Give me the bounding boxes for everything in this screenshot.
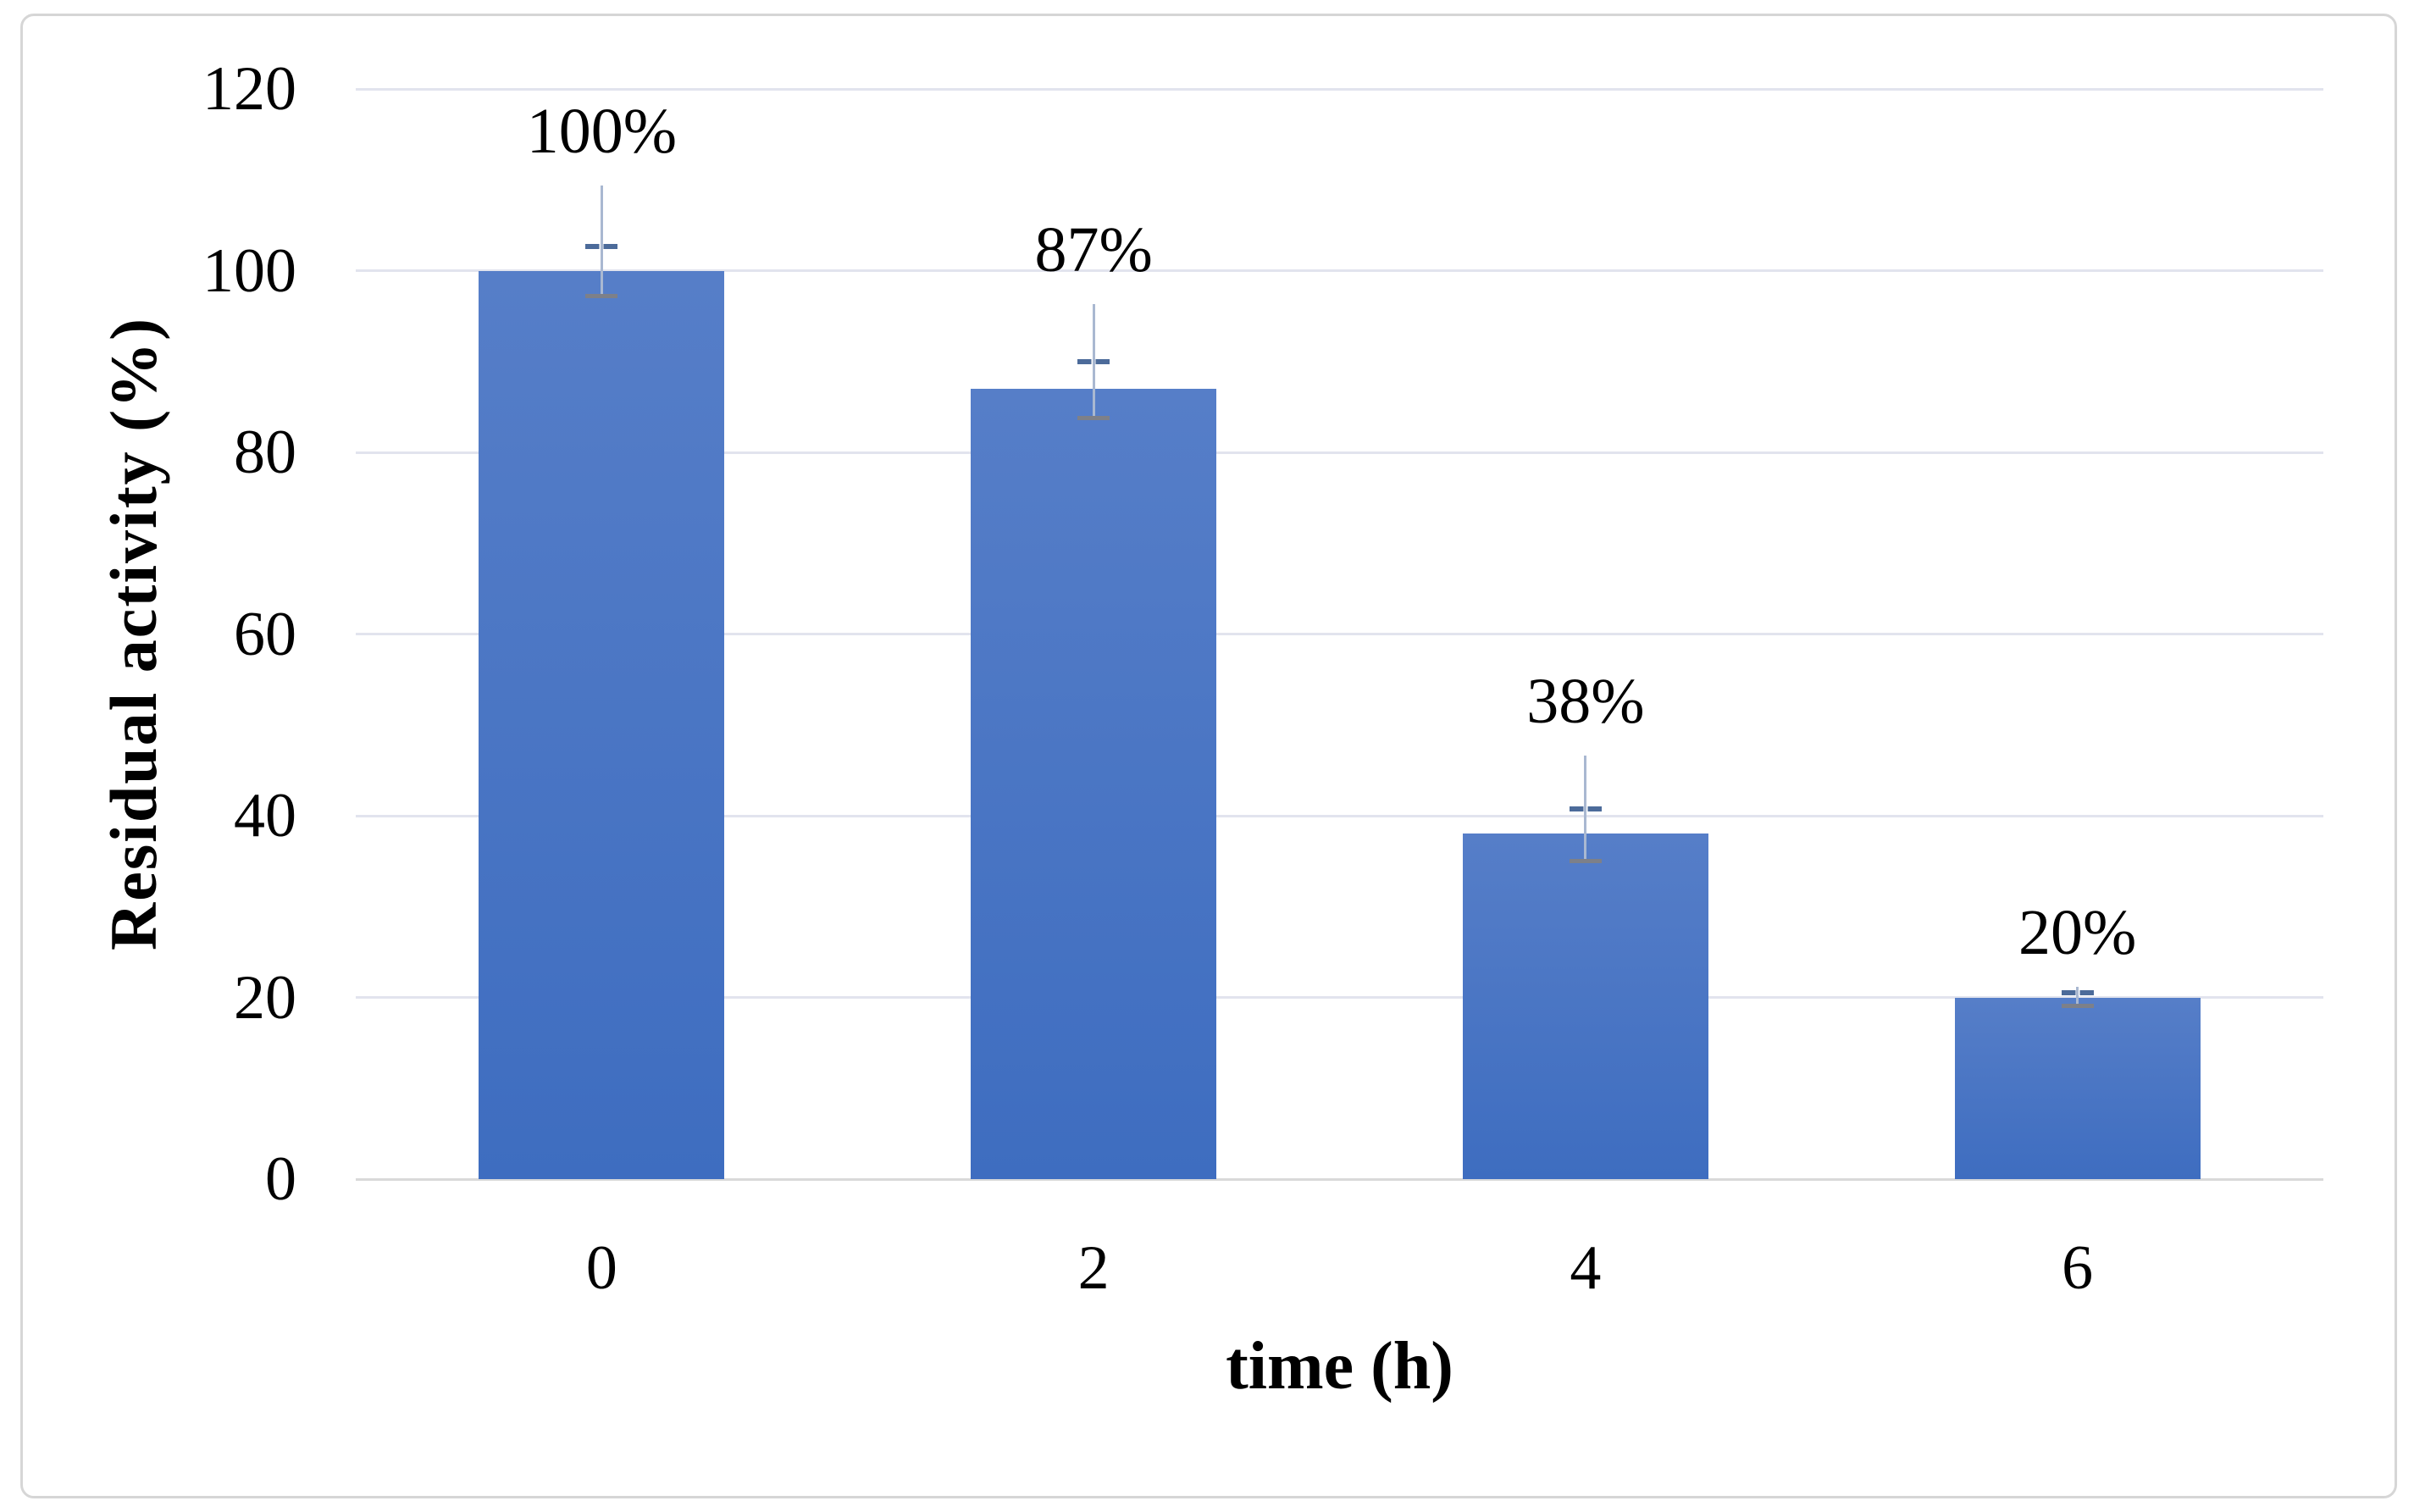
bar-value-label: 87% bbox=[1034, 214, 1153, 286]
y-tick-label: 40 bbox=[234, 781, 296, 850]
bar-value-label: 38% bbox=[1526, 666, 1645, 738]
error-bar-cap bbox=[2061, 1003, 2094, 1008]
x-tick-label: 6 bbox=[2062, 1233, 2094, 1303]
error-bar-cap bbox=[1077, 415, 1110, 420]
gridline bbox=[356, 269, 2323, 272]
bar bbox=[971, 388, 1217, 1179]
error-bar-dash bbox=[1569, 806, 1602, 812]
error-bar-cap bbox=[585, 294, 618, 299]
bar-value-label: 100% bbox=[526, 95, 678, 167]
x-axis-line bbox=[356, 1177, 2323, 1181]
gridline bbox=[356, 451, 2323, 454]
x-tick-label: 4 bbox=[1570, 1233, 1602, 1303]
gridline bbox=[356, 996, 2323, 999]
error-bar-dash bbox=[585, 243, 618, 249]
x-axis-title: time (h) bbox=[1226, 1329, 1453, 1404]
bar-value-label: 20% bbox=[2018, 896, 2137, 968]
gridline bbox=[356, 87, 2323, 91]
gridline bbox=[356, 633, 2323, 635]
error-bar-dash bbox=[1077, 358, 1110, 364]
y-tick-label: 60 bbox=[234, 599, 296, 669]
y-tick-label: 100 bbox=[202, 235, 296, 306]
gridline bbox=[356, 814, 2323, 817]
y-tick-label: 120 bbox=[202, 54, 296, 124]
error-bar-cap bbox=[1569, 859, 1602, 864]
bar bbox=[1462, 834, 1708, 1179]
bar bbox=[479, 270, 725, 1179]
error-bar-dash bbox=[2061, 990, 2094, 996]
figure-border bbox=[20, 14, 2397, 1498]
x-tick-label: 0 bbox=[585, 1233, 617, 1303]
error-bar-line bbox=[600, 185, 603, 296]
bar bbox=[1954, 997, 2201, 1179]
x-tick-label: 2 bbox=[1077, 1233, 1110, 1303]
error-bar-line bbox=[2076, 986, 2079, 1006]
y-tick-label: 0 bbox=[265, 1144, 296, 1214]
y-tick-label: 80 bbox=[234, 418, 296, 487]
y-tick-label: 20 bbox=[234, 962, 296, 1033]
